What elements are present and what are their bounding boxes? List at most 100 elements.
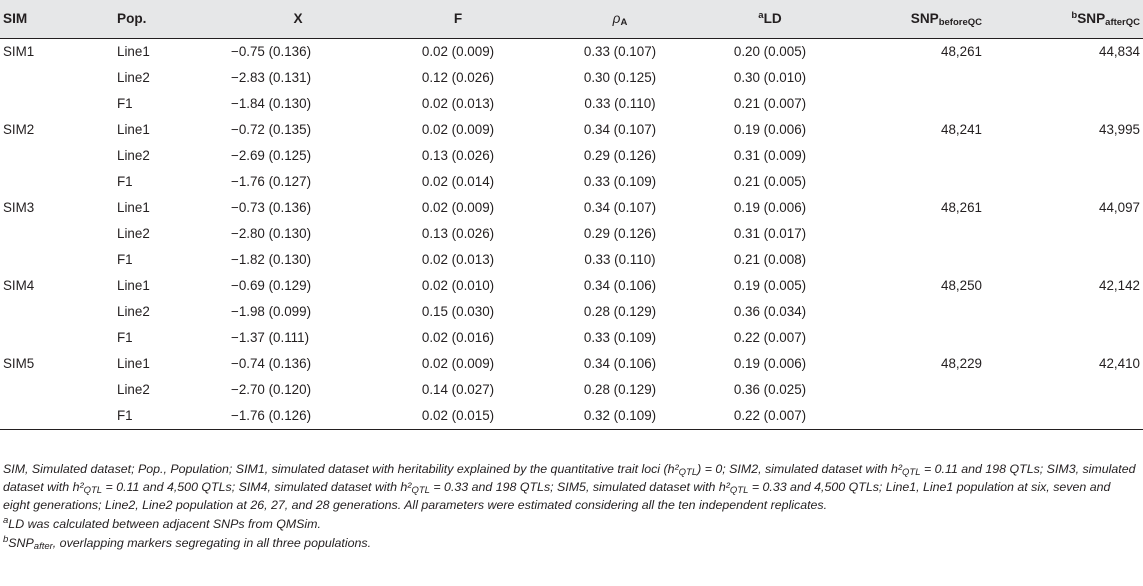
cell-x: −2.69 (0.125) bbox=[231, 147, 312, 163]
cell-pop: Line2 bbox=[117, 225, 150, 241]
header-x: X bbox=[222, 0, 374, 39]
cell-pop: F1 bbox=[117, 251, 133, 267]
table-row: SIM5 Line1 −0.74 (0.136) 0.02 (0.009) 0.34 (… bbox=[0, 350, 1143, 376]
table-body: SIM1 Line1 −0.75 (0.136) 0.02 (0.009) 0.33 (… bbox=[0, 38, 1143, 430]
cell-f: 0.15 (0.030) bbox=[421, 303, 495, 319]
cell-pop: Line2 bbox=[117, 381, 150, 397]
cell-f: 0.02 (0.014) bbox=[421, 173, 495, 189]
footnote-a: aLD was calculated between adjacent SNPs… bbox=[3, 515, 321, 531]
cell-snp-after bbox=[998, 64, 1143, 90]
cell-ld: 0.19 (0.006) bbox=[733, 199, 807, 215]
cell-snp-after bbox=[998, 220, 1143, 246]
table-row: SIM3 Line1 −0.73 (0.136) 0.02 (0.009) 0.34 (… bbox=[0, 194, 1143, 220]
cell-x: −1.76 (0.127) bbox=[231, 173, 312, 189]
header-row: SIM Pop. X F ρA aLD SNPbeforeQC bSNPafte… bbox=[0, 0, 1143, 39]
cell-snp-before bbox=[842, 246, 998, 272]
cell-rho: 0.34 (0.107) bbox=[583, 199, 657, 215]
table-row: Line2 −2.80 (0.130) 0.13 (0.026) 0.29 (0.12… bbox=[0, 220, 1143, 246]
table-row: Line2 −2.70 (0.120) 0.14 (0.027) 0.28 (0.12… bbox=[0, 376, 1143, 402]
table-row: SIM4 Line1 −0.69 (0.129) 0.02 (0.010) 0.34 (… bbox=[0, 272, 1143, 298]
cell-snp-before bbox=[842, 402, 998, 430]
cell-pop: F1 bbox=[117, 173, 133, 189]
table-row: SIM1 Line1 −0.75 (0.136) 0.02 (0.009) 0.33 (… bbox=[0, 38, 1143, 64]
cell-snp-after: 42,410 bbox=[1099, 355, 1140, 371]
cell-rho: 0.33 (0.110) bbox=[584, 95, 656, 111]
cell-x: −1.76 (0.126) bbox=[222, 402, 374, 430]
cell-rho: 0.33 (0.109) bbox=[583, 173, 657, 189]
results-table: SIM Pop. X F ρA aLD SNPbeforeQC bSNPafte… bbox=[0, 0, 1143, 430]
cell-rho: 0.33 (0.110) bbox=[584, 251, 656, 267]
cell-snp-before bbox=[842, 298, 998, 324]
cell-f: 0.14 (0.027) bbox=[421, 381, 495, 397]
table-row: Line2 −1.98 (0.099) 0.15 (0.030) 0.28 (0.12… bbox=[0, 298, 1143, 324]
header-snp-after: bSNPafterQC bbox=[998, 0, 1143, 39]
cell-f: 0.02 (0.010) bbox=[421, 277, 495, 293]
cell-rho: 0.33 (0.109) bbox=[583, 329, 657, 345]
table-footnotes: SIM, Simulated dataset; Pop., Population… bbox=[3, 460, 1139, 552]
cell-snp-before bbox=[842, 220, 998, 246]
cell-ld: 0.31 (0.017) bbox=[733, 225, 807, 241]
cell-rho: 0.34 (0.106) bbox=[583, 355, 657, 371]
cell-rho: 0.29 (0.126) bbox=[583, 147, 657, 163]
cell-snp-after bbox=[998, 402, 1143, 430]
cell-x: −1.82 (0.130) bbox=[231, 251, 312, 267]
cell-f: 0.02 (0.013) bbox=[421, 95, 495, 111]
cell-pop: Line1 bbox=[117, 355, 150, 371]
cell-sim bbox=[0, 220, 116, 246]
header-ld: aLD bbox=[698, 0, 842, 39]
cell-snp-after: 44,097 bbox=[1099, 199, 1140, 215]
cell-pop: Line1 bbox=[117, 121, 150, 137]
cell-pop: Line1 bbox=[117, 199, 150, 215]
cell-f: 0.02 (0.009) bbox=[421, 121, 495, 137]
header-rho: ρA bbox=[542, 0, 698, 39]
cell-ld: 0.21 (0.008) bbox=[733, 251, 807, 267]
table-row: F1 −1.76 (0.127) 0.02 (0.014) 0.33 (0.109) 0… bbox=[0, 168, 1143, 194]
cell-snp-before bbox=[842, 90, 998, 116]
header-sim: SIM bbox=[0, 0, 116, 39]
cell-pop: Line2 bbox=[117, 147, 150, 163]
cell-sim bbox=[0, 298, 116, 324]
cell-ld: 0.19 (0.006) bbox=[733, 121, 807, 137]
cell-sim: SIM4 bbox=[3, 277, 35, 293]
cell-sim bbox=[0, 90, 116, 116]
cell-snp-before bbox=[842, 64, 998, 90]
cell-ld: 0.36 (0.025) bbox=[733, 381, 807, 397]
cell-rho: 0.34 (0.106) bbox=[583, 277, 657, 293]
cell-pop: F1 bbox=[117, 329, 133, 345]
cell-snp-after: 42,142 bbox=[1099, 277, 1140, 293]
cell-snp-after bbox=[998, 298, 1143, 324]
header-f: F bbox=[374, 0, 542, 39]
cell-pop: F1 bbox=[117, 95, 133, 111]
cell-rho: 0.33 (0.107) bbox=[583, 43, 657, 59]
cell-snp-before bbox=[842, 376, 998, 402]
cell-ld: 0.22 (0.007) bbox=[698, 402, 842, 430]
cell-rho: 0.30 (0.125) bbox=[583, 69, 657, 85]
cell-f: 0.02 (0.013) bbox=[421, 251, 495, 267]
cell-pop: Line2 bbox=[117, 69, 150, 85]
cell-f: 0.02 (0.009) bbox=[421, 199, 495, 215]
cell-ld: 0.22 (0.007) bbox=[733, 329, 807, 345]
cell-ld: 0.21 (0.005) bbox=[733, 173, 807, 189]
cell-snp-after bbox=[998, 90, 1143, 116]
cell-ld: 0.36 (0.034) bbox=[733, 303, 807, 319]
cell-snp-before: 48,261 bbox=[941, 199, 982, 215]
cell-sim bbox=[0, 64, 116, 90]
cell-snp-after bbox=[998, 324, 1143, 350]
cell-rho: 0.32 (0.109) bbox=[542, 402, 698, 430]
cell-pop: F1 bbox=[116, 402, 222, 430]
cell-snp-after: 43,995 bbox=[1099, 121, 1140, 137]
cell-snp-after bbox=[998, 142, 1143, 168]
cell-sim bbox=[0, 246, 116, 272]
cell-pop: Line1 bbox=[117, 43, 150, 59]
cell-snp-after bbox=[998, 168, 1143, 194]
cell-pop: Line2 bbox=[117, 303, 150, 319]
cell-snp-before: 48,250 bbox=[941, 277, 982, 293]
cell-snp-after bbox=[998, 246, 1143, 272]
cell-x: −2.80 (0.130) bbox=[231, 225, 312, 241]
cell-sim bbox=[0, 142, 116, 168]
cell-sim: SIM2 bbox=[3, 121, 35, 137]
cell-ld: 0.21 (0.007) bbox=[733, 95, 807, 111]
cell-sim: SIM5 bbox=[3, 355, 35, 371]
table-row: F1 −1.37 (0.111) 0.02 (0.016) 0.33 (0.109) 0… bbox=[0, 324, 1143, 350]
cell-x: −1.98 (0.099) bbox=[231, 303, 312, 319]
